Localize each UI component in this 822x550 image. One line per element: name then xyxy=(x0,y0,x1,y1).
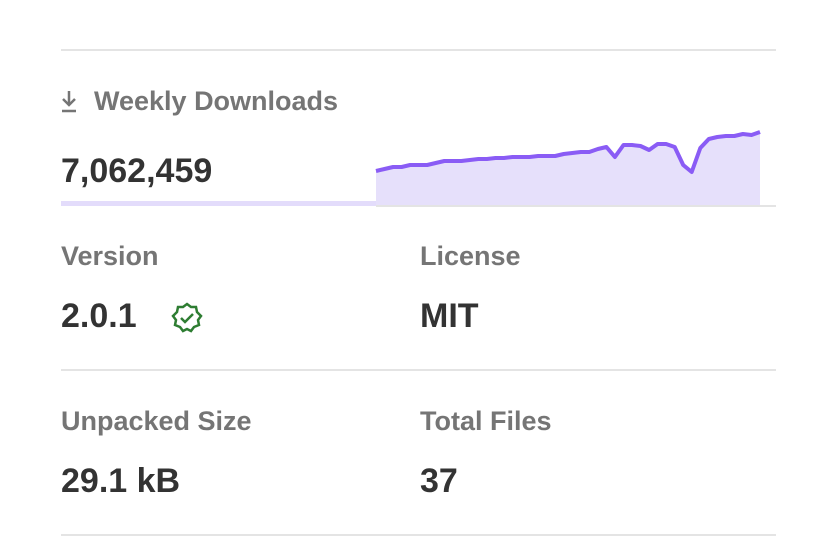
license-label: License xyxy=(420,241,521,271)
sparkline-area xyxy=(376,132,760,205)
divider xyxy=(61,49,776,51)
total-files-value: 37 xyxy=(420,462,458,500)
unpacked-size-value: 29.1 kB xyxy=(61,462,181,500)
downloads-value: 7,062,459 xyxy=(61,152,213,190)
unpacked-size-label: Unpacked Size xyxy=(61,406,252,436)
version-value: 2.0.1 xyxy=(61,297,137,335)
version-label: Version xyxy=(61,241,159,271)
divider xyxy=(61,534,776,536)
license-value: MIT xyxy=(420,297,479,335)
sparkline xyxy=(375,130,761,174)
downloads-label: Weekly Downloads xyxy=(94,86,339,116)
verified-badge xyxy=(171,302,203,333)
chart-baseline xyxy=(61,201,376,206)
download-icon xyxy=(62,91,76,113)
divider xyxy=(61,369,776,371)
total-files-label: Total Files xyxy=(420,406,552,436)
